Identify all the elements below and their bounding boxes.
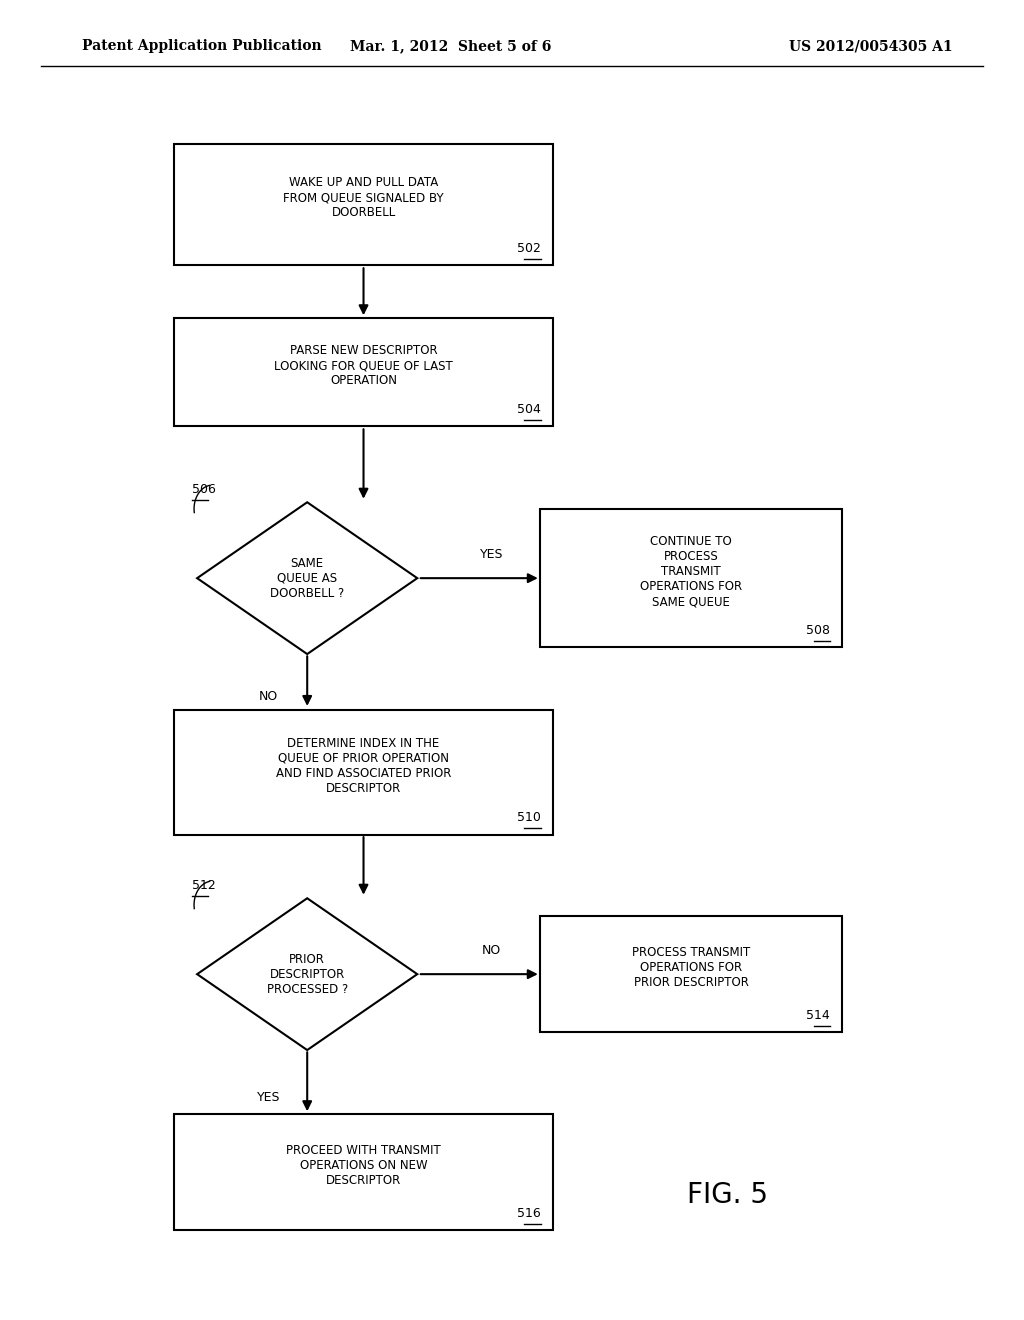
FancyBboxPatch shape [174,710,553,836]
Text: FIG. 5: FIG. 5 [686,1180,768,1209]
Polygon shape [197,502,418,653]
Text: 512: 512 [193,879,216,892]
Text: YES: YES [480,548,503,561]
Text: SAME
QUEUE AS
DOORBELL ?: SAME QUEUE AS DOORBELL ? [270,557,344,599]
Text: PROCESS TRANSMIT
OPERATIONS FOR
PRIOR DESCRIPTOR: PROCESS TRANSMIT OPERATIONS FOR PRIOR DE… [632,946,751,989]
FancyBboxPatch shape [174,144,553,265]
Text: 516: 516 [517,1206,541,1220]
Text: 504: 504 [517,403,541,416]
FancyBboxPatch shape [541,916,842,1032]
Text: CONTINUE TO
PROCESS
TRANSMIT
OPERATIONS FOR
SAME QUEUE: CONTINUE TO PROCESS TRANSMIT OPERATIONS … [640,535,742,609]
FancyBboxPatch shape [541,508,842,647]
Text: NO: NO [482,944,501,957]
Text: Patent Application Publication: Patent Application Publication [82,40,322,53]
Text: WAKE UP AND PULL DATA
FROM QUEUE SIGNALED BY
DOORBELL: WAKE UP AND PULL DATA FROM QUEUE SIGNALE… [284,177,443,219]
FancyBboxPatch shape [174,318,553,426]
Text: YES: YES [257,1092,280,1104]
Text: 514: 514 [806,1008,829,1022]
Text: 510: 510 [517,812,541,824]
Text: DETERMINE INDEX IN THE
QUEUE OF PRIOR OPERATION
AND FIND ASSOCIATED PRIOR
DESCRI: DETERMINE INDEX IN THE QUEUE OF PRIOR OP… [275,737,452,795]
Text: PARSE NEW DESCRIPTOR
LOOKING FOR QUEUE OF LAST
OPERATION: PARSE NEW DESCRIPTOR LOOKING FOR QUEUE O… [274,345,453,387]
FancyBboxPatch shape [174,1114,553,1230]
Text: Mar. 1, 2012  Sheet 5 of 6: Mar. 1, 2012 Sheet 5 of 6 [350,40,551,53]
Text: 502: 502 [517,242,541,255]
Text: PRIOR
DESCRIPTOR
PROCESSED ?: PRIOR DESCRIPTOR PROCESSED ? [266,953,348,995]
Polygon shape [197,898,418,1051]
Text: PROCEED WITH TRANSMIT
OPERATIONS ON NEW
DESCRIPTOR: PROCEED WITH TRANSMIT OPERATIONS ON NEW … [286,1144,441,1187]
Text: 506: 506 [193,483,216,495]
Text: US 2012/0054305 A1: US 2012/0054305 A1 [788,40,952,53]
Text: 508: 508 [806,624,829,636]
Text: NO: NO [259,690,278,704]
